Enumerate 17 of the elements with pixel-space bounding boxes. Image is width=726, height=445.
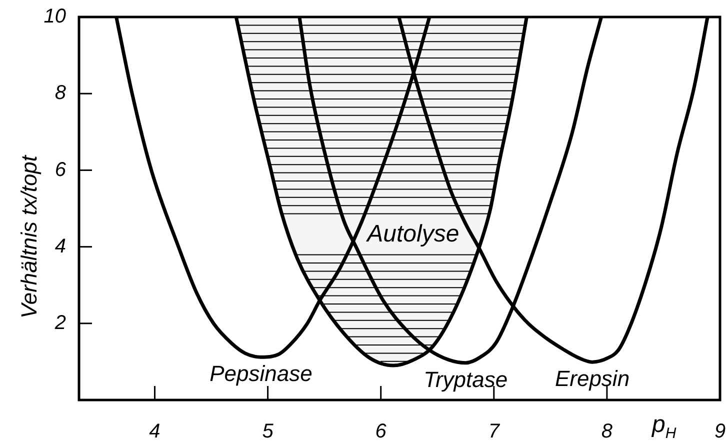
y-axis-title: Verhältnis tx/topt [16, 154, 42, 318]
x-tick-label: 6 [375, 420, 388, 443]
x-tick-label: 8 [601, 420, 613, 443]
y-tick-label: 6 [54, 158, 67, 181]
y-tick-label: 4 [54, 235, 66, 258]
series-label: Autolyse [365, 220, 460, 248]
y-tick-label: 10 [44, 6, 66, 28]
series-label: Tryptase [424, 366, 508, 392]
y-tick-label: 2 [54, 312, 66, 334]
x-axis-title: p$_{H}$ [652, 411, 676, 442]
x-tick-label: 4 [149, 420, 160, 443]
y-tick-label: 8 [54, 82, 66, 104]
x-tick-label: 5 [262, 420, 274, 443]
series-label: Erepsin [554, 366, 630, 392]
x-tick-label: 7 [488, 420, 500, 443]
series-label: Pepsinase [210, 361, 312, 386]
x-tick-label: 9 [714, 420, 726, 443]
